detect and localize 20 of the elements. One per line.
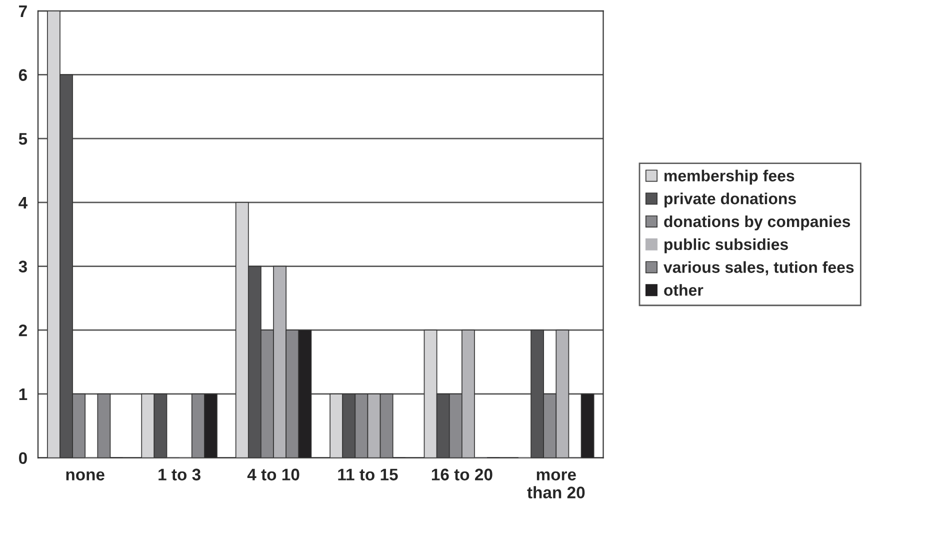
x-tick-label: none <box>66 471 104 480</box>
legend-label: public subsidies <box>664 238 788 254</box>
legend-label: other <box>664 284 704 296</box>
y-tick-label: 0 <box>18 452 27 464</box>
x-tick-label: 11 to 15 <box>338 468 398 480</box>
y-tick-label: 4 <box>18 197 28 208</box>
x-tick-label: 16 to 20 <box>432 468 492 480</box>
legend-label: private donations <box>664 192 796 208</box>
y-tick-label: 1 <box>19 388 28 400</box>
y-tick-label: 6 <box>18 69 27 81</box>
legend-label: donations by companies <box>664 215 850 230</box>
legend-label: membership fees <box>664 170 794 185</box>
x-tick-label: more than 20 <box>527 471 585 498</box>
x-tick-label: 1 to 3 <box>158 468 200 480</box>
y-tick-label: 5 <box>18 133 28 145</box>
x-tick-label: 4 to 10 <box>247 468 300 480</box>
y-tick-label: 3 <box>18 260 27 272</box>
y-tick-label: 7 <box>19 5 27 17</box>
legend-label: various sales, tution fees <box>664 261 854 276</box>
y-tick-label: 2 <box>18 324 27 336</box>
